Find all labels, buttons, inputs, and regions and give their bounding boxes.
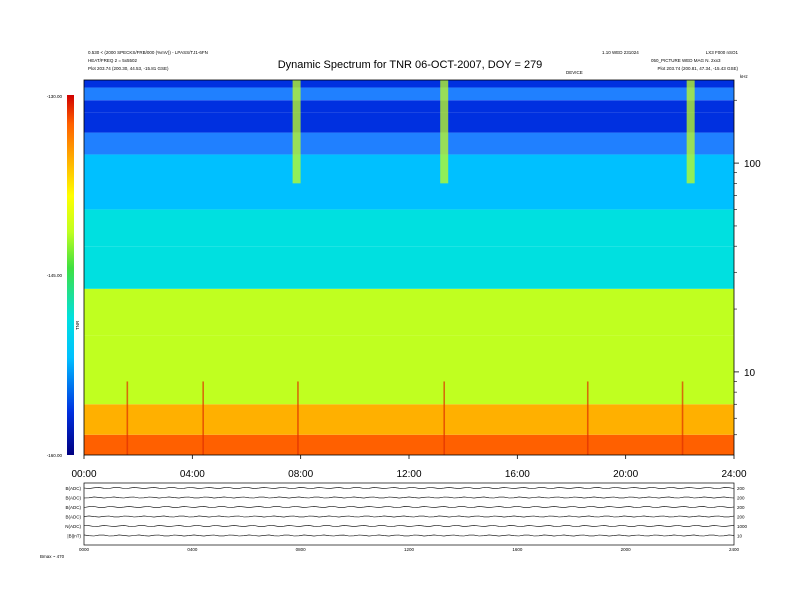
trace-line-0 [83,487,735,489]
spectrum-band-2 [84,335,734,405]
header-right-line2: LX3 F000 nSO1 [706,50,739,55]
bottom-x-tick-2: 0800 [296,547,307,552]
spectrum-band-3 [84,288,734,336]
burst-1 [440,80,449,184]
header-right-line1: 1.10 WED 231024 [602,50,639,55]
trace-label-4: N(ADC) [65,524,81,529]
header-center-tag: DEVICE [566,70,583,75]
trace-line-3 [83,515,735,518]
chart-title: Dynamic Spectrum for TNR 06-OCT-2007, DO… [278,59,543,71]
header-left-line2: HEAT/FREQ 2 = 5x5502 [88,58,138,63]
trace-right-tick-5: 10 [737,534,743,539]
spectrogram [84,80,734,455]
colorbar-tick-bottom: -160.00 [47,453,63,458]
spike-0 [126,381,129,455]
bottom-x-axis: 0000 0400 0800 1200 1600 2000 2400 [79,547,740,552]
trace-right-tick-3: 200 [737,515,745,520]
trace-line-2 [83,506,735,508]
bottom-panel-frame [83,482,735,546]
trace-label-0: B(ADC) [66,486,82,491]
header-right-line4: Plot 203.74 (200.81, 47.34, -15.43 GSE) [657,66,738,71]
trace-line-5 [83,534,735,537]
radio-bursts [292,80,695,184]
bottom-x-tick-3: 1200 [404,547,415,552]
trace-label-2: B(ADC) [66,505,82,510]
spectrum-band-11 [84,80,734,88]
colorbar-tick-mid: -145.00 [47,273,63,278]
spike-3 [443,381,446,455]
bottom-x-tick-1: 0400 [187,547,198,552]
trace-right-tick-0: 200 [737,486,745,491]
spike-4 [586,381,589,455]
trace-line-4 [83,525,735,527]
x-tick-label-3: 12:00 [396,469,421,480]
header-left-line1: 0.530 < (2000 SPECKS/FRB/000 (%mV)) - LP… [88,50,208,55]
colorbar-unit-label: TNR [75,320,80,330]
spectrum-band-7 [84,132,734,155]
y-tick-label-1: 10 [744,368,756,379]
x-tick-label-4: 16:00 [505,469,530,480]
spectrum-band-5 [84,209,734,247]
bottom-panel: B(ADC) 200 B(ADC) 200 B(ADC) 200 B(ADC) 200 N(AD… [40,482,748,559]
spike-5 [681,381,684,455]
bottom-footer: Bmax ~ 470 [40,554,65,559]
y-tick-label-0: 100 [744,159,761,170]
spectrum-band-4 [84,246,734,289]
trace-line-1 [83,496,735,499]
colorbar-tick-top: -130.00 [47,94,63,99]
colorbar [67,95,74,455]
x-tick-label-6: 24:00 [721,469,746,480]
spike-1 [202,381,204,455]
khz-label: kHz [740,74,748,79]
header-right-line3: 050_PICTURE WED MAG N. 2xx3 [651,58,721,63]
trace-right-tick-1: 200 [737,496,745,501]
trace-label-3: B(ADC) [66,515,82,520]
trace-right-tick-2: 200 [737,505,745,510]
y-axis-right: 100 10 [734,99,761,436]
spectrum-band-8 [84,112,734,133]
spike-2 [297,381,299,455]
burst-2 [686,80,695,184]
bottom-x-tick-0: 0000 [79,547,90,552]
spectrum-band-1 [84,404,734,435]
trace-label-1: B(ADC) [66,496,82,501]
bottom-x-tick-6: 2400 [729,547,740,552]
emission-spikes [126,381,684,455]
burst-0 [292,80,301,184]
trace-right-tick-4: 1000 [737,524,748,529]
spectrum-band-0 [84,434,734,455]
x-tick-label-5: 20:00 [613,469,638,480]
x-axis: 00:00 04:00 08:00 12:00 16:00 20:00 24:00 [71,455,747,480]
x-tick-label-2: 08:00 [288,469,313,480]
spectrum-band-10 [84,87,734,101]
bottom-x-tick-4: 1600 [512,547,523,552]
x-tick-label-0: 00:00 [71,469,96,480]
header-left-line3: Plot 203.74 (200.30, 44.53, -15.81 GSE) [88,66,169,71]
spectrum-band-6 [84,154,734,210]
trace-label-5: |B|(nT) [67,534,81,539]
x-tick-label-1: 04:00 [180,469,205,480]
spectrum-band-9 [84,100,734,113]
bottom-traces: B(ADC) 200 B(ADC) 200 B(ADC) 200 B(ADC) 200 N(AD… [65,486,747,539]
bottom-x-tick-5: 2000 [621,547,632,552]
